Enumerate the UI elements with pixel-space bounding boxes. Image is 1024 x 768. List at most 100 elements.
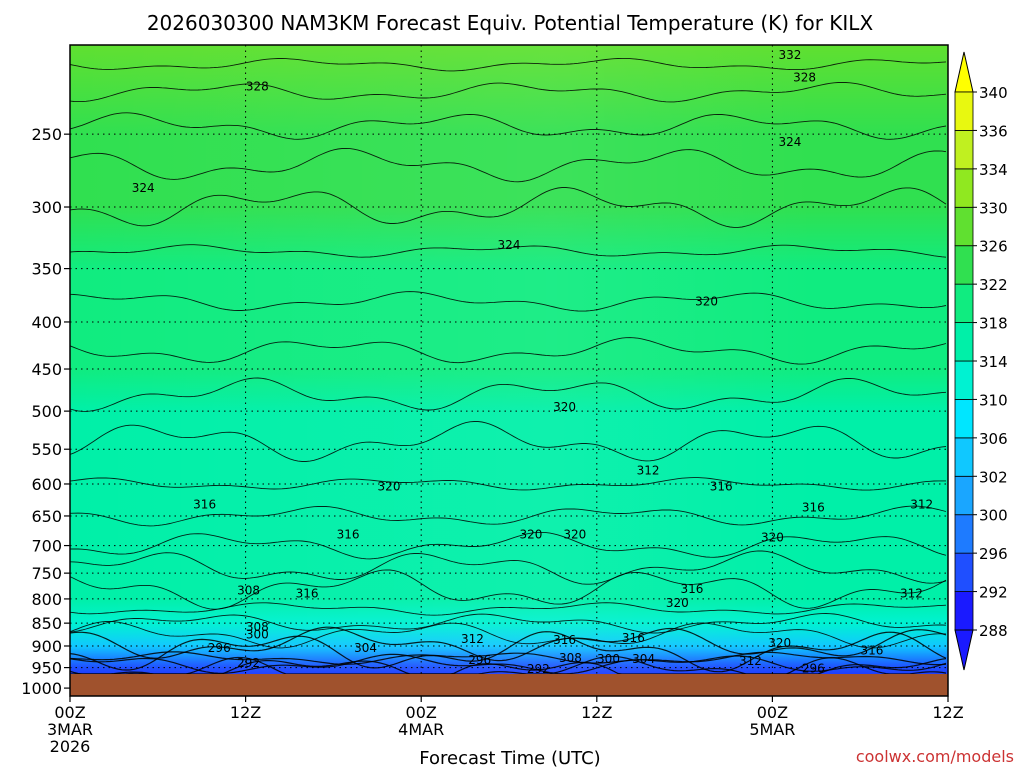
y-tick-label: 550 (31, 440, 62, 459)
contour-line (69, 421, 947, 462)
colorbar-segment (954, 514, 974, 554)
contour-label: 324 (132, 181, 155, 195)
contour-label: 296 (802, 661, 825, 675)
x-tick-label: 00Z (54, 703, 85, 722)
y-tick-label: 800 (31, 590, 62, 609)
x-tick-sublabel: 4MAR (398, 720, 444, 739)
y-tick-label: 500 (31, 402, 62, 421)
contour-label: 320 (695, 294, 718, 308)
contour-label: 332 (779, 48, 802, 62)
colorbar-segment (954, 245, 974, 285)
x-tick-label: 12Z (932, 703, 963, 722)
contour-label: 308 (559, 651, 582, 665)
colorbar-segment (954, 206, 974, 247)
colorbar-segment (954, 360, 974, 400)
contour-label: 292 (527, 662, 550, 676)
x-tick-sublabel: 2026 (50, 737, 91, 756)
colorbar-segment (954, 591, 974, 631)
colorbar-segment (954, 399, 974, 439)
contour-label: 312 (461, 632, 484, 646)
colorbar-label: 318 (979, 315, 1008, 333)
contour-label: 320 (768, 636, 791, 650)
contour-label: 316 (296, 586, 319, 600)
colorbar-segment (954, 475, 974, 516)
y-tick-label: 300 (31, 198, 62, 217)
contour-line (69, 550, 947, 585)
contour-line (69, 626, 947, 662)
contour-line (69, 613, 947, 634)
contour-label: 316 (680, 582, 703, 596)
colorbar-label: 302 (979, 468, 1008, 486)
contour-label: 328 (246, 80, 269, 94)
contour-line (69, 57, 947, 72)
x-axis-title: Forecast Time (UTC) (419, 748, 600, 768)
x-tick-label: 00Z (757, 703, 788, 722)
colorbar-segment (954, 283, 974, 323)
y-tick-label: 950 (31, 659, 62, 678)
colorbar-segment (954, 130, 974, 170)
contour-label: 320 (666, 596, 689, 610)
contour-line (69, 602, 947, 616)
contour-line (69, 505, 947, 527)
colorbar-max-arrow (954, 51, 974, 93)
colorbar-label: 300 (979, 507, 1008, 525)
contour-line (69, 187, 947, 228)
contour-line (69, 81, 947, 103)
colorbar-segment (954, 168, 974, 208)
contour-label: 316 (553, 633, 576, 647)
contour-label: 312 (910, 498, 933, 512)
contour-label: 324 (779, 135, 802, 149)
y-tick-label: 900 (31, 637, 62, 656)
contour-line (70, 656, 947, 675)
field-variation-overlay (70, 45, 948, 696)
contour-label: 320 (519, 528, 542, 542)
contour-label: 312 (739, 654, 762, 668)
y-tick-label: 400 (31, 313, 62, 332)
contour-label: 316 (337, 528, 360, 542)
contour-label: 296 (208, 641, 231, 655)
plot-frame (69, 44, 949, 697)
colorbar-min-arrow (954, 629, 974, 671)
contour-line (69, 112, 947, 140)
contour-label: 316 (622, 631, 645, 645)
contour-line (69, 620, 947, 649)
x-tick-sublabel: 5MAR (749, 720, 795, 739)
contour-lines (69, 57, 947, 675)
contour-label: 324 (498, 238, 521, 252)
x-tick-label: 12Z (581, 703, 612, 722)
contour-line (69, 337, 947, 365)
colorbar-segment (954, 91, 974, 131)
contour-label: 320 (563, 528, 586, 542)
colorbar-label: 306 (979, 430, 1008, 448)
contour-line (69, 477, 946, 491)
y-tick-label: 600 (31, 475, 62, 494)
contour-label: 296 (468, 653, 491, 667)
contour-line (69, 653, 947, 675)
contour-label: 320 (761, 530, 784, 544)
x-tick-label: 00Z (406, 703, 437, 722)
contour-label: 292 (237, 656, 260, 670)
colorbar-label: 296 (979, 545, 1008, 563)
contour-label: 300 (597, 652, 620, 666)
x-tick-sublabel: 3MAR (47, 720, 93, 739)
contour-label: 308 (246, 620, 269, 634)
colorbar-label: 326 (979, 238, 1008, 256)
colorbar-label: 330 (979, 199, 1008, 217)
contour-label: 320 (553, 400, 576, 414)
colorbar-label: 322 (979, 276, 1008, 294)
contour-label: 304 (354, 641, 377, 655)
contour-label: 300 (246, 628, 269, 642)
contour-line (69, 291, 947, 312)
colorbar-label: 314 (979, 353, 1008, 371)
ground-surface (70, 674, 948, 696)
contour-label: 316 (193, 498, 216, 512)
contour-label: 316 (860, 643, 883, 657)
colorbar-label: 336 (979, 122, 1008, 140)
y-tick-label: 850 (31, 614, 62, 633)
colorbar-label: 334 (979, 161, 1008, 179)
contour-line (69, 377, 947, 412)
contour-label: 308 (237, 583, 260, 597)
